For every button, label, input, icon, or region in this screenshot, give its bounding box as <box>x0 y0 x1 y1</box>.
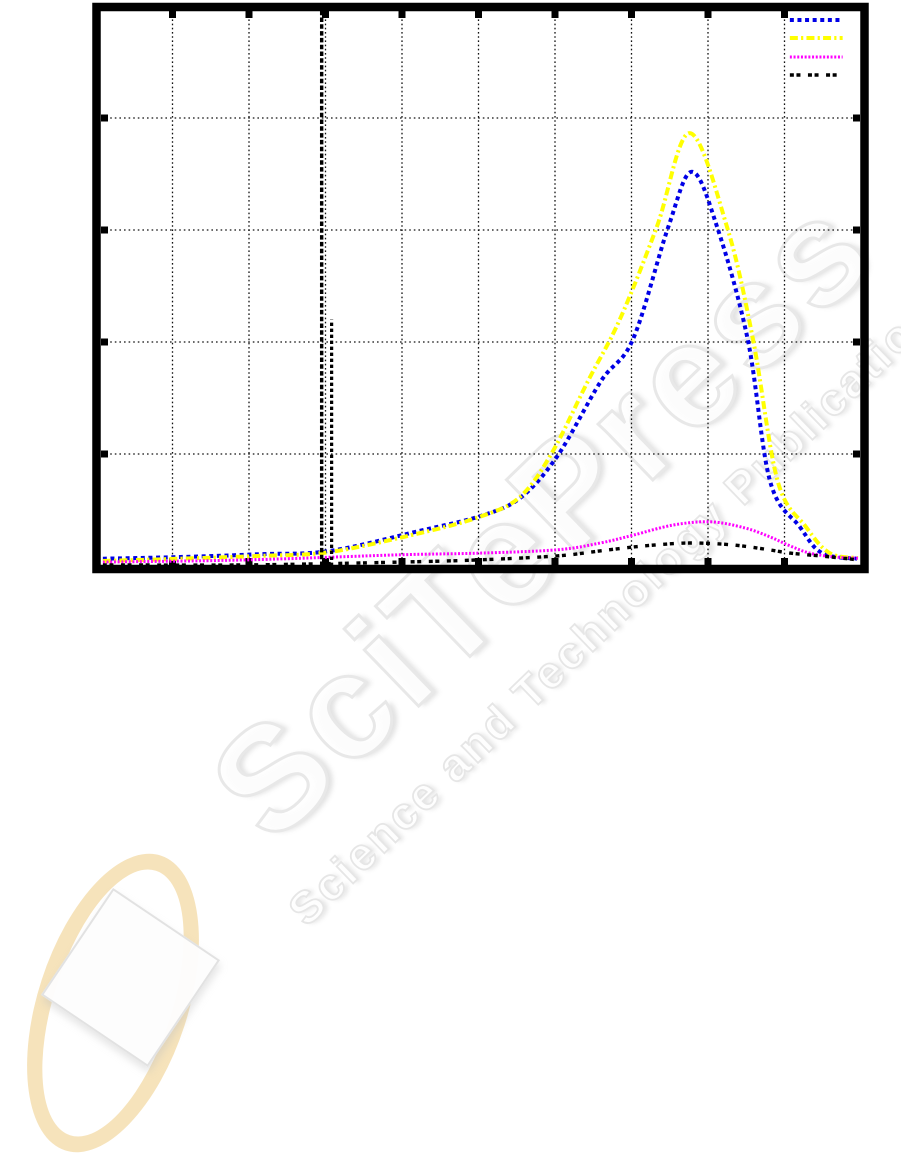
axis-tick-bottom <box>169 558 176 565</box>
scitepress-logo-diamond <box>40 887 221 1068</box>
axis-tick-top <box>322 11 329 18</box>
series-yellow-dash-dot-curve <box>102 131 859 563</box>
axis-tick-left <box>101 338 108 346</box>
axis-tick-bottom <box>628 558 635 565</box>
axis-tick-right <box>853 450 860 458</box>
axis-tick-left <box>101 226 108 234</box>
axis-tick-left <box>101 114 108 122</box>
axis-tick-top <box>781 11 788 18</box>
axis-tick-bottom <box>704 558 712 565</box>
axis-tick-top <box>398 11 406 18</box>
axis-tick-right <box>853 114 860 122</box>
axis-tick-right <box>853 338 860 346</box>
axis-tick-bottom <box>551 558 559 565</box>
axis-tick-top <box>628 11 635 18</box>
axis-tick-top <box>475 11 482 18</box>
axis-tick-bottom <box>245 558 253 565</box>
axis-tick-top <box>245 11 253 18</box>
axis-tick-bottom <box>781 558 788 565</box>
axis-tick-top <box>551 11 559 18</box>
axis-tick-right <box>853 226 860 234</box>
chart-frame <box>92 2 869 574</box>
series-magenta-fine-dotted-curve <box>102 520 858 564</box>
axis-tick-left <box>101 450 108 458</box>
axis-tick-bottom <box>475 558 482 565</box>
chart-svg <box>92 2 869 574</box>
axis-tick-bottom <box>322 558 329 565</box>
axis-tick-top <box>169 11 176 18</box>
axis-tick-top <box>704 11 712 18</box>
scitepress-logo-ellipse <box>0 832 233 1174</box>
